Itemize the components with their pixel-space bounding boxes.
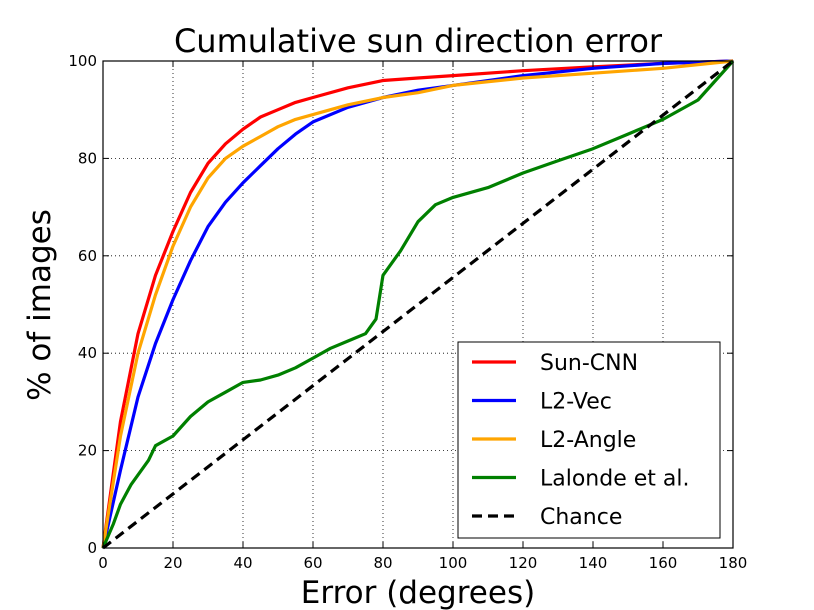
legend-label-sun-cnn: Sun-CNN — [540, 351, 638, 376]
y-tick-label: 60 — [78, 247, 97, 265]
legend-label-lalonde-et-al: Lalonde et al. — [540, 467, 690, 492]
y-tick-label: 0 — [87, 539, 97, 557]
x-tick-label: 40 — [233, 554, 252, 572]
x-axis-label: Error (degrees) — [301, 575, 535, 610]
x-tick-label: 80 — [373, 554, 392, 572]
y-tick-label: 40 — [78, 344, 97, 362]
legend-label-chance: Chance — [540, 505, 622, 530]
y-tick-label: 20 — [78, 442, 97, 460]
plot-frame — [102, 60, 734, 549]
x-tick-label: 120 — [509, 554, 538, 572]
x-tick-label: 140 — [579, 554, 608, 572]
chart-title: Cumulative sun direction error — [174, 22, 663, 60]
legend-label-l2-vec: L2-Vec — [540, 390, 612, 415]
x-tick-label: 0 — [98, 554, 108, 572]
x-tick-label: 60 — [303, 554, 322, 572]
x-tick-label: 20 — [163, 554, 182, 572]
y-axis-label: % of images — [22, 209, 58, 401]
y-tick-label: 80 — [78, 149, 97, 167]
x-tick-labels: 0 20 40 60 80 100 120 140 160 180 — [98, 554, 747, 572]
axis-ticks — [102, 60, 734, 549]
series-line-lalonde-et-al — [101, 59, 735, 549]
x-tick-label: 160 — [649, 554, 678, 572]
x-tick-label: 180 — [719, 554, 748, 572]
y-tick-label: 100 — [68, 52, 97, 70]
series-line-chance — [102, 59, 734, 550]
x-tick-label: 100 — [439, 554, 468, 572]
y-tick-labels: 0 20 40 60 80 100 — [68, 52, 97, 557]
series-line-sun-cnn — [101, 59, 734, 549]
legend-label-l2-angle: L2-Angle — [540, 428, 636, 453]
legend: Sun-CNN L2-Vec L2-Angle Lalonde et al. Chanc… — [457, 341, 721, 539]
series-line-l2-angle — [101, 59, 734, 549]
series-lines — [101, 59, 735, 550]
